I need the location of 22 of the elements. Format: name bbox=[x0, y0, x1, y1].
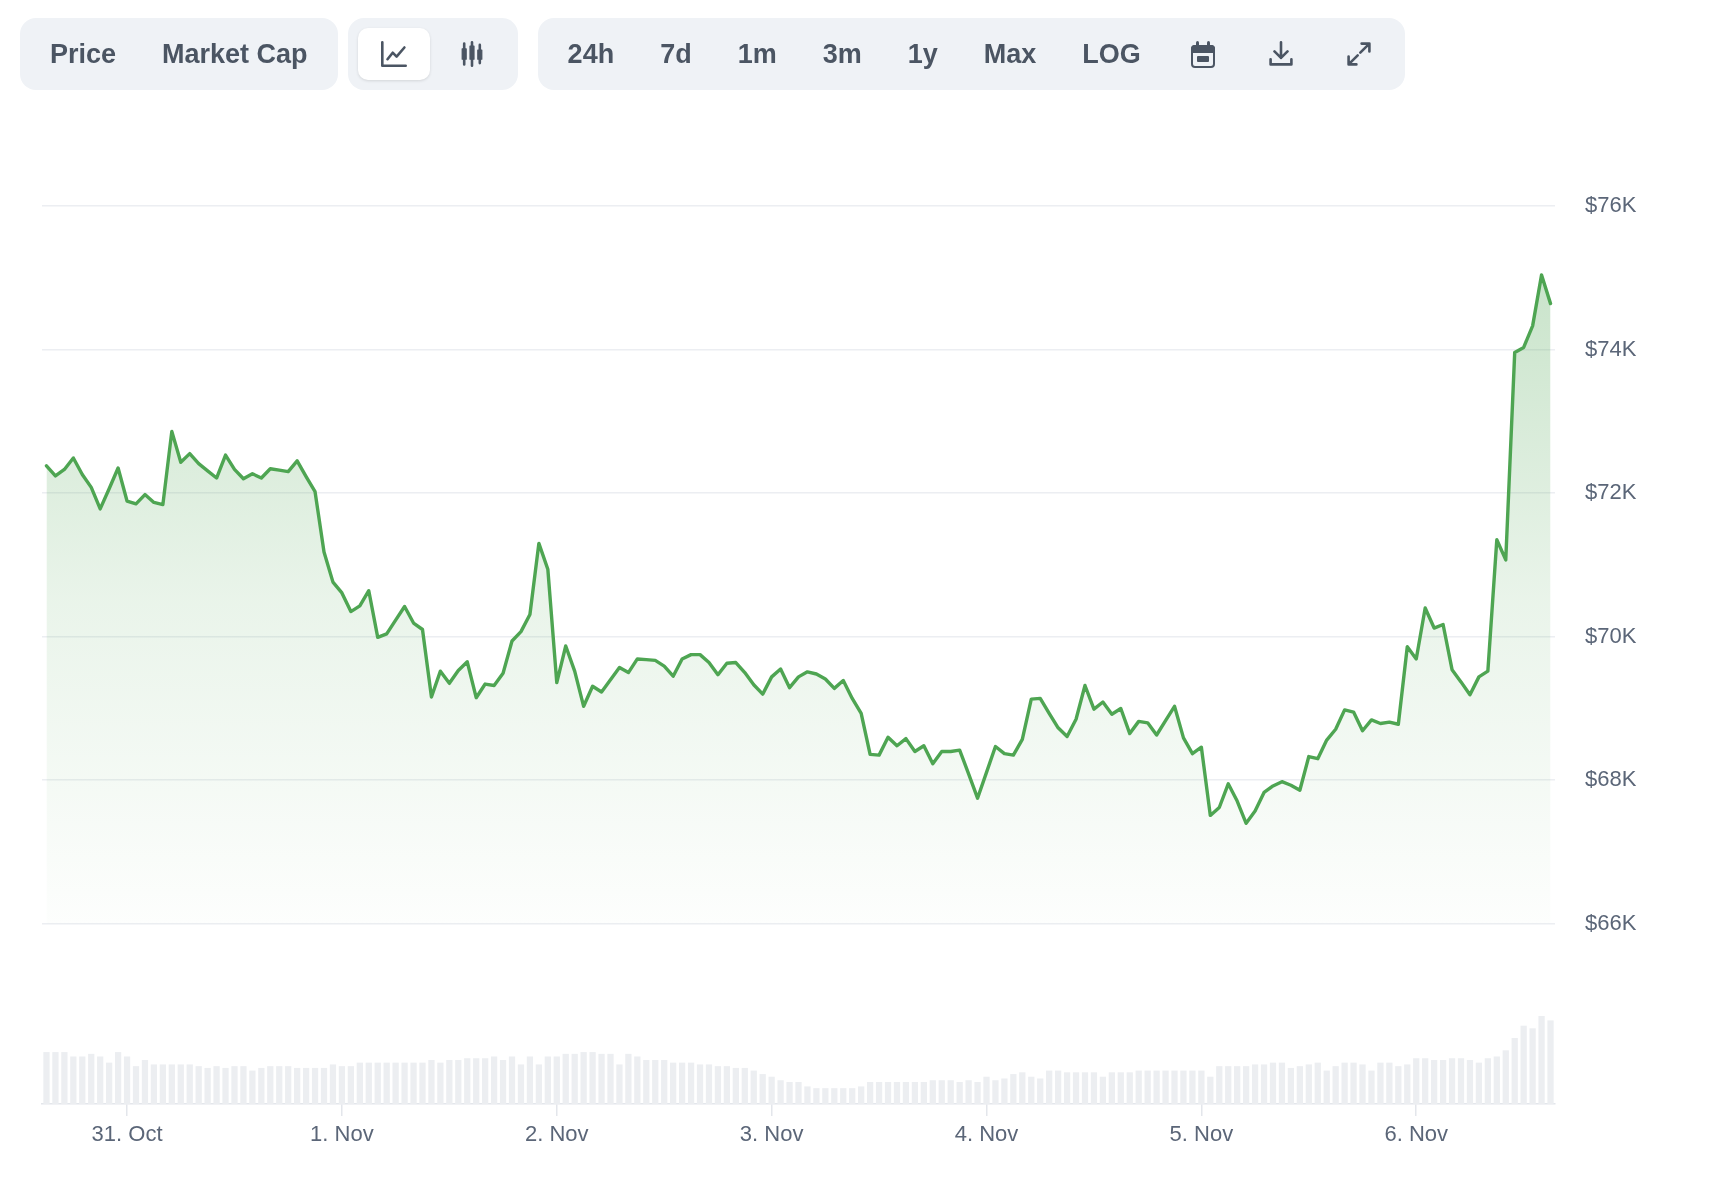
y-tick-label: $66K bbox=[1585, 909, 1637, 935]
y-tick-label: $68K bbox=[1585, 766, 1637, 792]
text: Price bbox=[49, 37, 118, 71]
x-tick-label: 5. Nov bbox=[1169, 1121, 1234, 1147]
text: LOG bbox=[1081, 37, 1142, 71]
text: Max bbox=[982, 37, 1038, 71]
text: 3m bbox=[821, 37, 863, 71]
x-tick-label: 3. Nov bbox=[739, 1121, 804, 1147]
x-tick-label: 4. Nov bbox=[954, 1121, 1019, 1147]
x-tick-label: 1. Nov bbox=[310, 1121, 374, 1147]
text: 24h bbox=[566, 37, 616, 71]
y-tick-label: $76K bbox=[1585, 192, 1637, 218]
text: 7d bbox=[659, 37, 693, 71]
x-tick-label: 2. Nov bbox=[524, 1121, 589, 1147]
text: 1m bbox=[736, 37, 778, 71]
y-tick-label: $72K bbox=[1585, 479, 1637, 505]
x-tick-label: 31. Oct bbox=[91, 1121, 163, 1147]
y-tick-label: $70K bbox=[1585, 622, 1637, 648]
text: Market Cap bbox=[161, 37, 309, 71]
x-tick-label: 6. Nov bbox=[1384, 1121, 1449, 1147]
text: 1y bbox=[906, 37, 939, 71]
y-tick-label: $74K bbox=[1585, 335, 1637, 361]
